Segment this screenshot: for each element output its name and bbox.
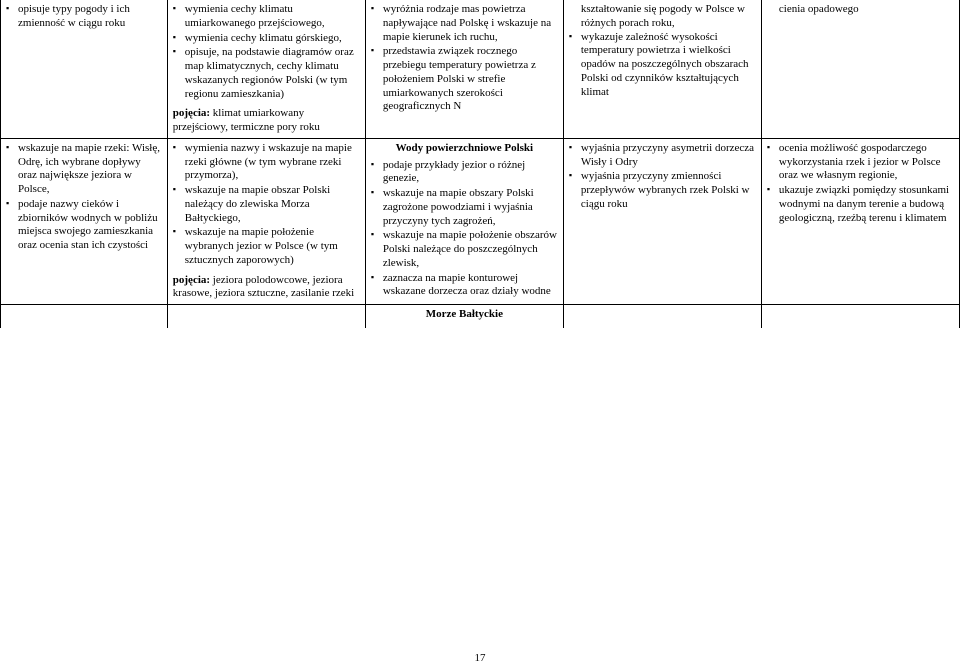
item-text: wskazuje na mapie rzeki: Wisłę, Odrę, ic… xyxy=(18,142,160,195)
cell-r1-c4: kształtowanie się pogody w Polsce w różn… xyxy=(563,0,761,138)
cell-r1-c5: cienia opadowego xyxy=(761,0,959,138)
concepts-block: pojęcia: klimat umiarkowany przejściowy,… xyxy=(173,107,360,135)
list-item: wskazuje na mapie położenie obszarów Pol… xyxy=(371,229,558,270)
item-text: podaje przykłady jezior o różnej genezie… xyxy=(383,159,525,185)
list-item: wyróżnia rodzaje mas powietrza napływają… xyxy=(371,3,558,44)
list-item: ukazuje związki pomiędzy stosunkami wodn… xyxy=(767,184,954,225)
item-text: wyróżnia rodzaje mas powietrza napływają… xyxy=(383,3,551,43)
cell-r2-c1: wskazuje na mapie rzeki: Wisłę, Odrę, ic… xyxy=(1,138,168,304)
list-item: wyjaśnia przyczyny zmienności przepływów… xyxy=(569,170,756,211)
section-title-baltic: Morze Bałtyckie xyxy=(371,305,558,325)
list-item: przedstawia związek rocznego przebiegu t… xyxy=(371,45,558,114)
list-item: wskazuje na mapie obszary Polski zagrożo… xyxy=(371,187,558,228)
concepts-label: pojęcia: xyxy=(173,107,210,119)
item-text: wymienia cechy klimatu górskiego, xyxy=(185,32,342,44)
item-text: wskazuje na mapie obszary Polski zagrożo… xyxy=(383,187,534,227)
item-text: zaznacza na mapie konturowej wskazane do… xyxy=(383,272,551,298)
table-row: opisuje typy pogody i ich zmienność w ci… xyxy=(1,0,960,138)
list-item: wyjaśnia przyczyny asymetrii dorzecza Wi… xyxy=(569,142,756,170)
section-title-waters: Wody powierzchniowe Polski xyxy=(371,139,558,159)
item-text: wskazuje na mapie położenie wybranych je… xyxy=(185,226,338,266)
item-text: wykazuje zależność wysokości temperatury… xyxy=(581,31,749,98)
list-item: wymienia cechy klimatu umiarkowanego prz… xyxy=(173,3,360,31)
cell-r3-c2 xyxy=(167,305,365,328)
item-text: podaje nazwy cieków i zbiorników wodnych… xyxy=(18,198,158,251)
item-text: opisuje, na podstawie diagramów oraz map… xyxy=(185,46,354,99)
cell-r3-c4 xyxy=(563,305,761,328)
concepts-block: pojęcia: jeziora polodowcowe, jeziora kr… xyxy=(173,274,360,302)
list-item: ocenia możliwość gospodarczego wykorzyst… xyxy=(767,142,954,183)
item-text: wyjaśnia przyczyny zmienności przepływów… xyxy=(581,170,750,210)
list-item: wskazuje na mapie położenie wybranych je… xyxy=(173,226,360,267)
list-item: wymienia nazwy i wskazuje na mapie rzeki… xyxy=(173,142,360,183)
cell-r1-c2: wymienia cechy klimatu umiarkowanego prz… xyxy=(167,0,365,138)
item-text: wyjaśnia przyczyny asymetrii dorzecza Wi… xyxy=(581,142,754,168)
table-row: Morze Bałtyckie xyxy=(1,305,960,328)
item-text: ocenia możliwość gospodarczego wykorzyst… xyxy=(779,142,941,182)
concepts-label: pojęcia: xyxy=(173,274,210,286)
item-text: cienia opadowego xyxy=(767,3,954,17)
list-item: wskazuje na mapie rzeki: Wisłę, Odrę, ic… xyxy=(6,142,162,197)
table-row: wskazuje na mapie rzeki: Wisłę, Odrę, ic… xyxy=(1,138,960,304)
list-item: wykazuje zależność wysokości temperatury… xyxy=(569,31,756,100)
page-number: 17 xyxy=(0,652,960,664)
list-item: podaje nazwy cieków i zbiorników wodnych… xyxy=(6,198,162,253)
list-item: wskazuje na mapie obszar Polski należący… xyxy=(173,184,360,225)
cell-r2-c5: ocenia możliwość gospodarczego wykorzyst… xyxy=(761,138,959,304)
cell-r1-c3: wyróżnia rodzaje mas powietrza napływają… xyxy=(365,0,563,138)
cell-r1-c1: opisuje typy pogody i ich zmienność w ci… xyxy=(1,0,168,138)
curriculum-table: opisuje typy pogody i ich zmienność w ci… xyxy=(0,0,960,328)
cell-r2-c3: Wody powierzchniowe Polski podaje przykł… xyxy=(365,138,563,304)
item-text: wymienia nazwy i wskazuje na mapie rzeki… xyxy=(185,142,352,182)
list-item: podaje przykłady jezior o różnej genezie… xyxy=(371,159,558,187)
list-item: opisuje, na podstawie diagramów oraz map… xyxy=(173,46,360,101)
cell-r3-c5 xyxy=(761,305,959,328)
item-text: wskazuje na mapie położenie obszarów Pol… xyxy=(383,229,557,269)
cell-r3-c3: Morze Bałtyckie xyxy=(365,305,563,328)
cell-r3-c1 xyxy=(1,305,168,328)
item-pre: kształtowanie się pogody w Polsce w różn… xyxy=(569,3,756,31)
item-text: wymienia cechy klimatu umiarkowanego prz… xyxy=(185,3,325,29)
list-item: opisuje typy pogody i ich zmienność w ci… xyxy=(6,3,162,31)
list-item: wymienia cechy klimatu górskiego, xyxy=(173,32,360,46)
cell-r2-c4: wyjaśnia przyczyny asymetrii dorzecza Wi… xyxy=(563,138,761,304)
cell-r2-c2: wymienia nazwy i wskazuje na mapie rzeki… xyxy=(167,138,365,304)
item-text: wskazuje na mapie obszar Polski należący… xyxy=(185,184,330,224)
list-item: zaznacza na mapie konturowej wskazane do… xyxy=(371,272,558,300)
item-text: opisuje typy pogody i ich zmienność w ci… xyxy=(18,3,130,29)
item-text: ukazuje związki pomiędzy stosunkami wodn… xyxy=(779,184,949,224)
item-text: przedstawia związek rocznego przebiegu t… xyxy=(383,45,536,112)
